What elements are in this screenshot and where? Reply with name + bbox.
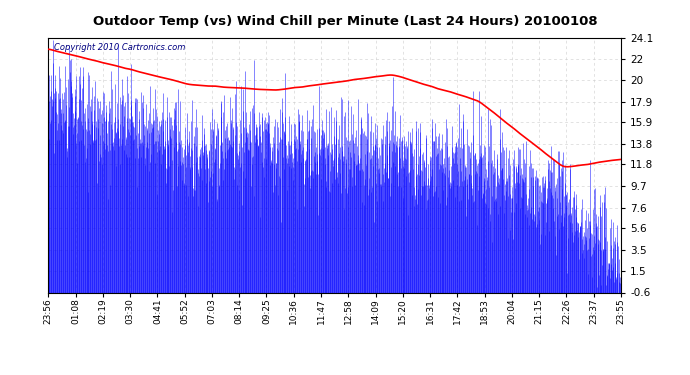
Text: Outdoor Temp (vs) Wind Chill per Minute (Last 24 Hours) 20100108: Outdoor Temp (vs) Wind Chill per Minute … xyxy=(92,15,598,28)
Text: Copyright 2010 Cartronics.com: Copyright 2010 Cartronics.com xyxy=(54,43,186,52)
